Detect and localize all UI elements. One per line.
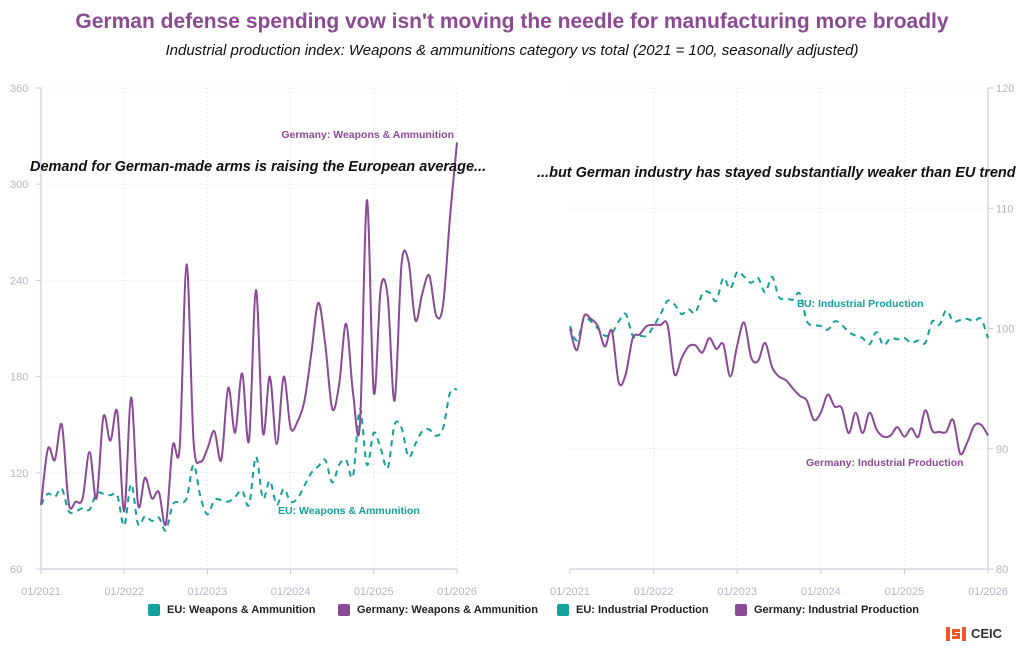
legend-label: Germany: Weapons & Ammunition bbox=[357, 604, 538, 616]
y-tick-label: 90 bbox=[996, 444, 1008, 456]
y-tick-label: 110 bbox=[996, 203, 1014, 215]
label-germany-weapons: Germany: Weapons & Ammunition bbox=[281, 129, 454, 141]
ceic-logo-icon bbox=[945, 626, 966, 641]
y-tick-label: 300 bbox=[10, 179, 28, 191]
legend-swatch bbox=[735, 604, 747, 616]
legend-item-germany-weapons[interactable]: Germany: Weapons & Ammunition bbox=[338, 604, 538, 616]
legend-item-eu-industrial[interactable]: EU: Industrial Production bbox=[557, 604, 709, 616]
y-tick-label: 360 bbox=[10, 83, 28, 95]
y-tick-label: 180 bbox=[10, 372, 28, 384]
legend-label: EU: Industrial Production bbox=[576, 604, 709, 616]
x-tick-label: 01/2021 bbox=[21, 586, 61, 598]
y-tick-label: 120 bbox=[10, 468, 28, 480]
label-germany-industrial: Germany: Industrial Production bbox=[806, 457, 964, 469]
legend-swatch bbox=[148, 604, 160, 616]
x-tick-label: 01/2023 bbox=[717, 586, 757, 598]
y-tick-label: 80 bbox=[996, 564, 1008, 576]
series-line-germany-industrial-production bbox=[569, 313, 989, 456]
label-eu-weapons: EU: Weapons & Ammunition bbox=[278, 505, 420, 517]
x-tick-label: 01/2026 bbox=[437, 586, 477, 598]
x-tick-label: 01/2021 bbox=[550, 586, 590, 598]
chart-subtitle: Industrial production index: Weapons & a… bbox=[165, 42, 859, 59]
ceic-logo: CEIC bbox=[945, 626, 1002, 641]
x-tick-label: 01/2025 bbox=[885, 586, 925, 598]
y-tick-label: 240 bbox=[10, 275, 28, 287]
y-tick-label: 60 bbox=[10, 564, 22, 576]
series-line-germany-weapons-ammunition bbox=[40, 142, 458, 527]
left-annotation: Demand for German-made arms is raising t… bbox=[30, 159, 486, 175]
series-line-eu-industrial-production bbox=[569, 270, 989, 347]
x-tick-label: 01/2022 bbox=[104, 586, 144, 598]
legend-label: Germany: Industrial Production bbox=[754, 604, 920, 616]
legend-label: EU: Weapons & Ammunition bbox=[167, 604, 316, 616]
legend-swatch bbox=[557, 604, 569, 616]
logo-text: CEIC bbox=[970, 626, 1002, 641]
x-tick-label: 01/2023 bbox=[188, 586, 228, 598]
series-line-eu-weapons-ammunition bbox=[40, 387, 458, 532]
legend-swatch bbox=[338, 604, 350, 616]
y-tick-label: 120 bbox=[996, 83, 1014, 95]
x-tick-label: 01/2026 bbox=[968, 586, 1008, 598]
legend-item-germany-industrial[interactable]: Germany: Industrial Production bbox=[735, 604, 919, 616]
x-tick-label: 01/2022 bbox=[634, 586, 674, 598]
x-tick-label: 01/2025 bbox=[354, 586, 394, 598]
label-eu-industrial: EU: Industrial Production bbox=[797, 298, 924, 310]
x-tick-label: 01/2024 bbox=[801, 586, 841, 598]
chart-title: German defense spending vow isn't moving… bbox=[75, 10, 949, 33]
right-annotation: ...but German industry has stayed substa… bbox=[537, 165, 1017, 181]
legend-item-eu-weapons[interactable]: EU: Weapons & Ammunition bbox=[148, 604, 316, 616]
x-tick-label: 01/2024 bbox=[271, 586, 311, 598]
y-tick-label: 100 bbox=[996, 324, 1014, 336]
